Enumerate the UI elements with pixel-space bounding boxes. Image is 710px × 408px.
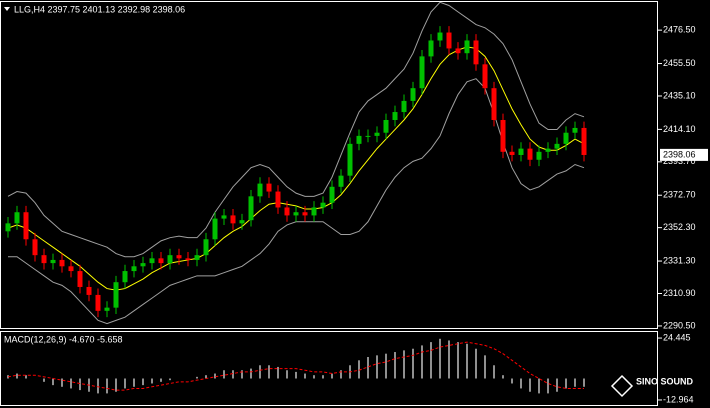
candle-body bbox=[50, 259, 56, 264]
y-tick-label: 2435.10 bbox=[663, 90, 696, 100]
candle-body bbox=[104, 307, 110, 311]
candle-body bbox=[266, 183, 272, 192]
candle-body bbox=[212, 218, 218, 240]
candle-body bbox=[383, 119, 389, 133]
candle-body bbox=[32, 239, 38, 256]
y-tick-label: -12.964 bbox=[663, 394, 694, 404]
candle-body bbox=[140, 263, 146, 267]
candle-body bbox=[554, 143, 560, 149]
candle-body bbox=[320, 202, 326, 208]
candle-body bbox=[419, 56, 425, 89]
candle-body bbox=[491, 88, 497, 120]
candle-body bbox=[239, 220, 245, 224]
candle-body bbox=[284, 207, 290, 216]
candle-body bbox=[563, 132, 569, 144]
overlay-line bbox=[7, 46, 585, 291]
candle-body bbox=[455, 48, 461, 54]
candle-body bbox=[68, 266, 74, 272]
candle-body bbox=[509, 151, 515, 155]
candle-body bbox=[167, 255, 173, 264]
candle-body bbox=[356, 135, 362, 144]
candle-body bbox=[365, 135, 371, 137]
candle-body bbox=[437, 32, 443, 41]
candle-body bbox=[95, 294, 101, 311]
candle-body bbox=[176, 255, 182, 259]
candle-body bbox=[518, 148, 524, 155]
y-tick-label: 2476.50 bbox=[663, 25, 696, 35]
signal-line bbox=[7, 341, 584, 391]
candle-body bbox=[428, 40, 434, 57]
y-tick-label: 2352.30 bbox=[663, 222, 696, 232]
candle-body bbox=[500, 119, 506, 152]
candle-body bbox=[338, 175, 344, 187]
candle-body bbox=[545, 148, 551, 152]
chart-header: LLG,H4 2397.75 2401.13 2392.98 2398.06 bbox=[14, 4, 185, 14]
candle-body bbox=[275, 191, 281, 208]
candle-body bbox=[14, 212, 20, 224]
candle-body bbox=[149, 258, 155, 264]
y-tick-label: 2414.10 bbox=[663, 124, 696, 134]
brand-logo: SINO SOUND bbox=[610, 374, 694, 398]
candle-body bbox=[302, 212, 308, 216]
menu-triangle bbox=[4, 7, 10, 11]
candle-body bbox=[257, 183, 263, 197]
candle-body bbox=[293, 212, 299, 216]
candle-body bbox=[77, 271, 83, 287]
candle-body bbox=[536, 151, 542, 160]
candle-body bbox=[41, 255, 47, 264]
macd-title: MACD(12,26,9) -4.670 -5.658 bbox=[4, 334, 123, 344]
candle-body bbox=[248, 196, 254, 221]
candle-body bbox=[374, 132, 380, 136]
candle-body bbox=[23, 212, 29, 240]
candle-body bbox=[572, 127, 578, 133]
current-price-label: 2398.06 bbox=[663, 149, 696, 159]
candle-body bbox=[329, 186, 335, 203]
candle-body bbox=[446, 32, 452, 49]
candle-body bbox=[86, 286, 92, 295]
candle-body bbox=[185, 258, 191, 260]
overlay-line bbox=[7, 1, 585, 258]
main-panel-frame bbox=[0, 1, 658, 329]
y-tick-label: 2310.90 bbox=[663, 288, 696, 298]
candle-body bbox=[131, 266, 137, 272]
candle-body bbox=[581, 127, 587, 155]
candle-body bbox=[401, 100, 407, 113]
macd-panel-frame bbox=[0, 331, 658, 406]
y-tick-label: 2290.50 bbox=[663, 320, 696, 330]
y-tick-label: 24.445 bbox=[663, 332, 691, 342]
overlay-line bbox=[8, 78, 585, 325]
current-price-box bbox=[660, 148, 708, 161]
candle-body bbox=[392, 112, 398, 120]
candle-body bbox=[473, 40, 479, 65]
candle-body bbox=[464, 40, 470, 54]
logo-icon bbox=[610, 374, 634, 398]
y-tick-label: 2393.70 bbox=[663, 156, 696, 166]
candle-body bbox=[482, 64, 488, 89]
candle-body bbox=[5, 223, 11, 232]
candle-body bbox=[203, 239, 209, 256]
candle-body bbox=[230, 215, 236, 224]
candle-body bbox=[122, 271, 128, 283]
candle-body bbox=[158, 258, 164, 264]
candle-body bbox=[221, 215, 227, 219]
candle-body bbox=[311, 207, 317, 216]
candle-body bbox=[347, 143, 353, 176]
candle-body bbox=[527, 148, 533, 160]
y-tick-label: 2331.30 bbox=[663, 255, 696, 265]
candle-body bbox=[59, 259, 65, 267]
y-tick-label: 2372.70 bbox=[663, 190, 696, 200]
candle-body bbox=[113, 282, 119, 308]
brand-name: SINO SOUND bbox=[636, 376, 694, 386]
candle-body bbox=[194, 255, 200, 260]
y-tick-label: 2455.50 bbox=[663, 58, 696, 68]
candle-body bbox=[410, 88, 416, 101]
